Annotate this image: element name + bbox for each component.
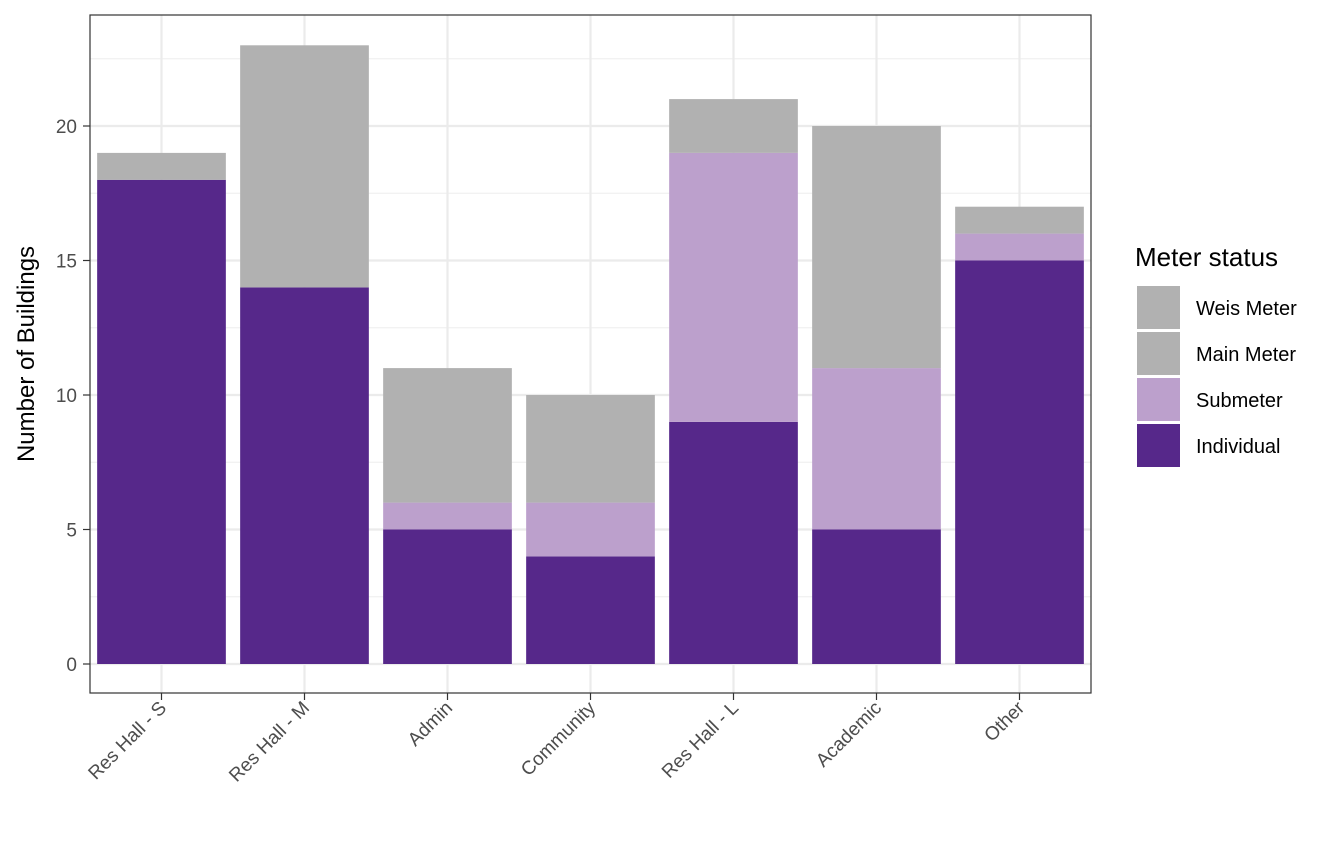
y-tick-label: 20 <box>56 117 77 138</box>
bar-individual-res-hall-s <box>97 179 226 665</box>
bar-main-meter-community <box>526 395 655 503</box>
legend-swatch-submeter <box>1137 378 1180 421</box>
x-axis: Res Hall - S Res Hall - M Admin Community Re… <box>85 693 1030 786</box>
bar-individual-other <box>955 260 1084 664</box>
x-tick-label: Admin <box>404 698 457 751</box>
bar-main-meter-res-hall-s <box>97 152 226 180</box>
x-tick-label: Academic <box>812 698 886 772</box>
legend-label-main-meter: Main Meter <box>1196 344 1296 366</box>
bar-submeter-community <box>526 502 655 557</box>
bar-submeter-other <box>955 233 1084 261</box>
legend-swatch-individual <box>1137 424 1180 467</box>
y-tick-label: 10 <box>56 386 77 407</box>
legend-label-individual: Individual <box>1196 436 1281 458</box>
y-tick-label: 15 <box>56 252 77 273</box>
bar-main-meter-other <box>955 206 1084 234</box>
legend-label-weis-meter: Weis Meter <box>1196 298 1297 320</box>
bars <box>97 45 1084 665</box>
y-axis: 0 5 10 15 20 <box>56 117 90 676</box>
bar-individual-res-hall-l <box>669 421 798 664</box>
bar-main-meter-admin <box>383 368 512 503</box>
y-axis-title: Number of Buildings <box>13 246 40 462</box>
legend-swatch-main-meter <box>1137 332 1180 375</box>
bar-submeter-admin <box>383 502 512 530</box>
y-tick-label: 0 <box>66 655 77 676</box>
x-tick-label: Res Hall - M <box>225 698 314 787</box>
x-tick-label: Res Hall - L <box>658 698 743 783</box>
bar-individual-res-hall-m <box>240 287 369 664</box>
y-tick-label: 5 <box>66 521 77 542</box>
legend: Meter status Weis Meter Main Meter Submete… <box>1135 242 1297 467</box>
bar-main-meter-res-hall-l <box>669 99 798 153</box>
legend-title: Meter status <box>1135 242 1278 272</box>
bar-main-meter-res-hall-m <box>240 45 369 288</box>
bar-individual-admin <box>383 529 512 664</box>
x-tick-label: Res Hall - S <box>85 698 172 785</box>
bar-individual-community <box>526 556 655 664</box>
bar-submeter-academic <box>812 368 941 530</box>
legend-swatch-weis-meter <box>1137 286 1180 329</box>
x-tick-label: Community <box>517 697 600 780</box>
bar-individual-academic <box>812 529 941 664</box>
bar-submeter-res-hall-l <box>669 152 798 422</box>
x-tick-label: Other <box>981 697 1030 746</box>
bar-main-meter-academic <box>812 126 941 369</box>
legend-label-submeter: Submeter <box>1196 390 1283 412</box>
